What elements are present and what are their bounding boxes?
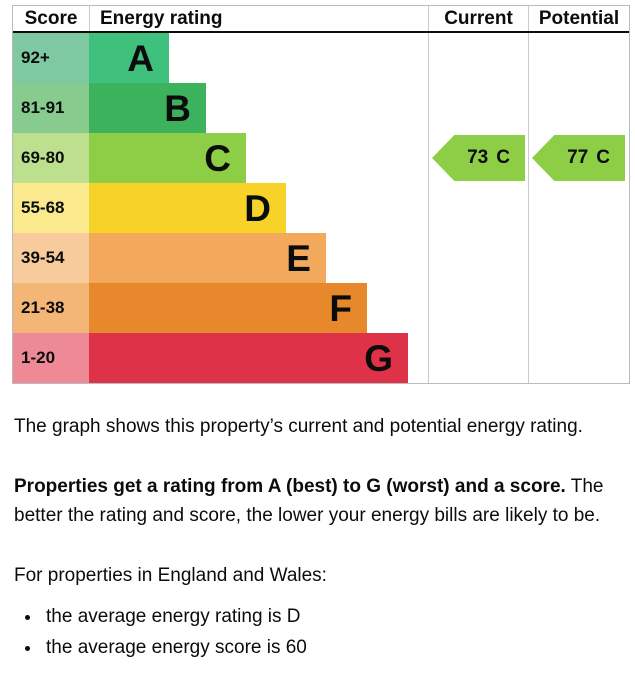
potential-rating-letter: C [596, 147, 610, 168]
score-cell: 55-68 [13, 183, 89, 233]
potential-column-header: Potential [528, 6, 629, 31]
rating-explanation-bold: Properties get a rating from A (best) to… [14, 476, 566, 497]
rating-bar: C [89, 133, 246, 183]
band-row-c: 69-80 C 73 C 77 C [13, 133, 629, 183]
current-rating-letter: C [496, 147, 510, 168]
rating-cell: C [89, 133, 428, 183]
current-cell [428, 83, 528, 133]
rating-cell: F [89, 283, 428, 333]
average-score-item: the average energy score is 60 [42, 634, 635, 661]
score-cell: 92+ [13, 33, 89, 83]
rating-bar: G [89, 333, 408, 383]
current-cell [428, 333, 528, 383]
band-letter: G [364, 337, 393, 379]
graph-intro-text: The graph shows this property’s current … [14, 416, 583, 437]
rating-cell: E [89, 233, 428, 283]
band-row-a: 92+ A [13, 33, 629, 83]
potential-cell [528, 33, 629, 83]
potential-rating-score: 77 [567, 147, 589, 168]
score-range: 55-68 [21, 198, 65, 217]
rating-bar: A [89, 33, 169, 83]
average-stats-list: the average energy rating is D the avera… [42, 603, 635, 661]
potential-cell [528, 283, 629, 333]
score-cell: 81-91 [13, 83, 89, 133]
band-letter: B [164, 87, 191, 129]
score-range: 81-91 [21, 98, 65, 117]
rating-cell: D [89, 183, 428, 233]
potential-rating-arrow: 77 C [532, 135, 625, 181]
current-cell [428, 233, 528, 283]
score-cell: 69-80 [13, 133, 89, 183]
current-cell [428, 283, 528, 333]
score-cell: 1-20 [13, 333, 89, 383]
band-letter: F [329, 287, 352, 329]
band-letter: A [127, 37, 154, 79]
score-range: 39-54 [21, 248, 65, 267]
rating-cell: G [89, 333, 428, 383]
band-letter: D [244, 187, 271, 229]
rating-explanation-rest: The better the rating and score, the low… [14, 476, 604, 526]
current-cell [428, 183, 528, 233]
rating-bar: D [89, 183, 286, 233]
score-range: 21-38 [21, 298, 65, 317]
score-cell: 39-54 [13, 233, 89, 283]
band-letter: E [286, 237, 311, 279]
current-cell: 73 C [428, 133, 528, 183]
potential-cell [528, 333, 629, 383]
region-line-text: For properties in England and Wales: [14, 565, 327, 586]
rating-bar: B [89, 83, 206, 133]
band-row-d: 55-68 D [13, 183, 629, 233]
score-range: 69-80 [21, 148, 65, 167]
rating-cell: B [89, 83, 428, 133]
current-column-header: Current [428, 6, 528, 31]
current-rating-arrow: 73 C [432, 135, 525, 181]
band-row-e: 39-54 E [13, 233, 629, 283]
potential-cell [528, 183, 629, 233]
potential-cell: 77 C [528, 133, 629, 183]
current-rating-score: 73 [467, 147, 489, 168]
rating-cell: A [89, 33, 428, 83]
rating-bar: E [89, 233, 326, 283]
potential-cell [528, 83, 629, 133]
band-row-g: 1-20 G [13, 333, 629, 383]
average-rating-item: the average energy rating is D [42, 603, 635, 630]
score-range: 1-20 [21, 348, 56, 367]
energy-rating-column-header: Energy rating [89, 6, 428, 31]
epc-rating-chart: Score Energy rating Current Potential 92… [12, 5, 630, 384]
band-row-f: 21-38 F [13, 283, 629, 333]
band-row-b: 81-91 B [13, 83, 629, 133]
rating-explanation-text: Properties get a rating from A (best) to… [14, 472, 620, 530]
chart-header-row: Score Energy rating Current Potential [13, 6, 629, 33]
potential-cell [528, 233, 629, 283]
score-range: 92+ [21, 48, 50, 67]
rating-bar: F [89, 283, 367, 333]
current-cell [428, 33, 528, 83]
band-letter: C [204, 137, 231, 179]
score-cell: 21-38 [13, 283, 89, 333]
score-column-header: Score [24, 8, 78, 29]
